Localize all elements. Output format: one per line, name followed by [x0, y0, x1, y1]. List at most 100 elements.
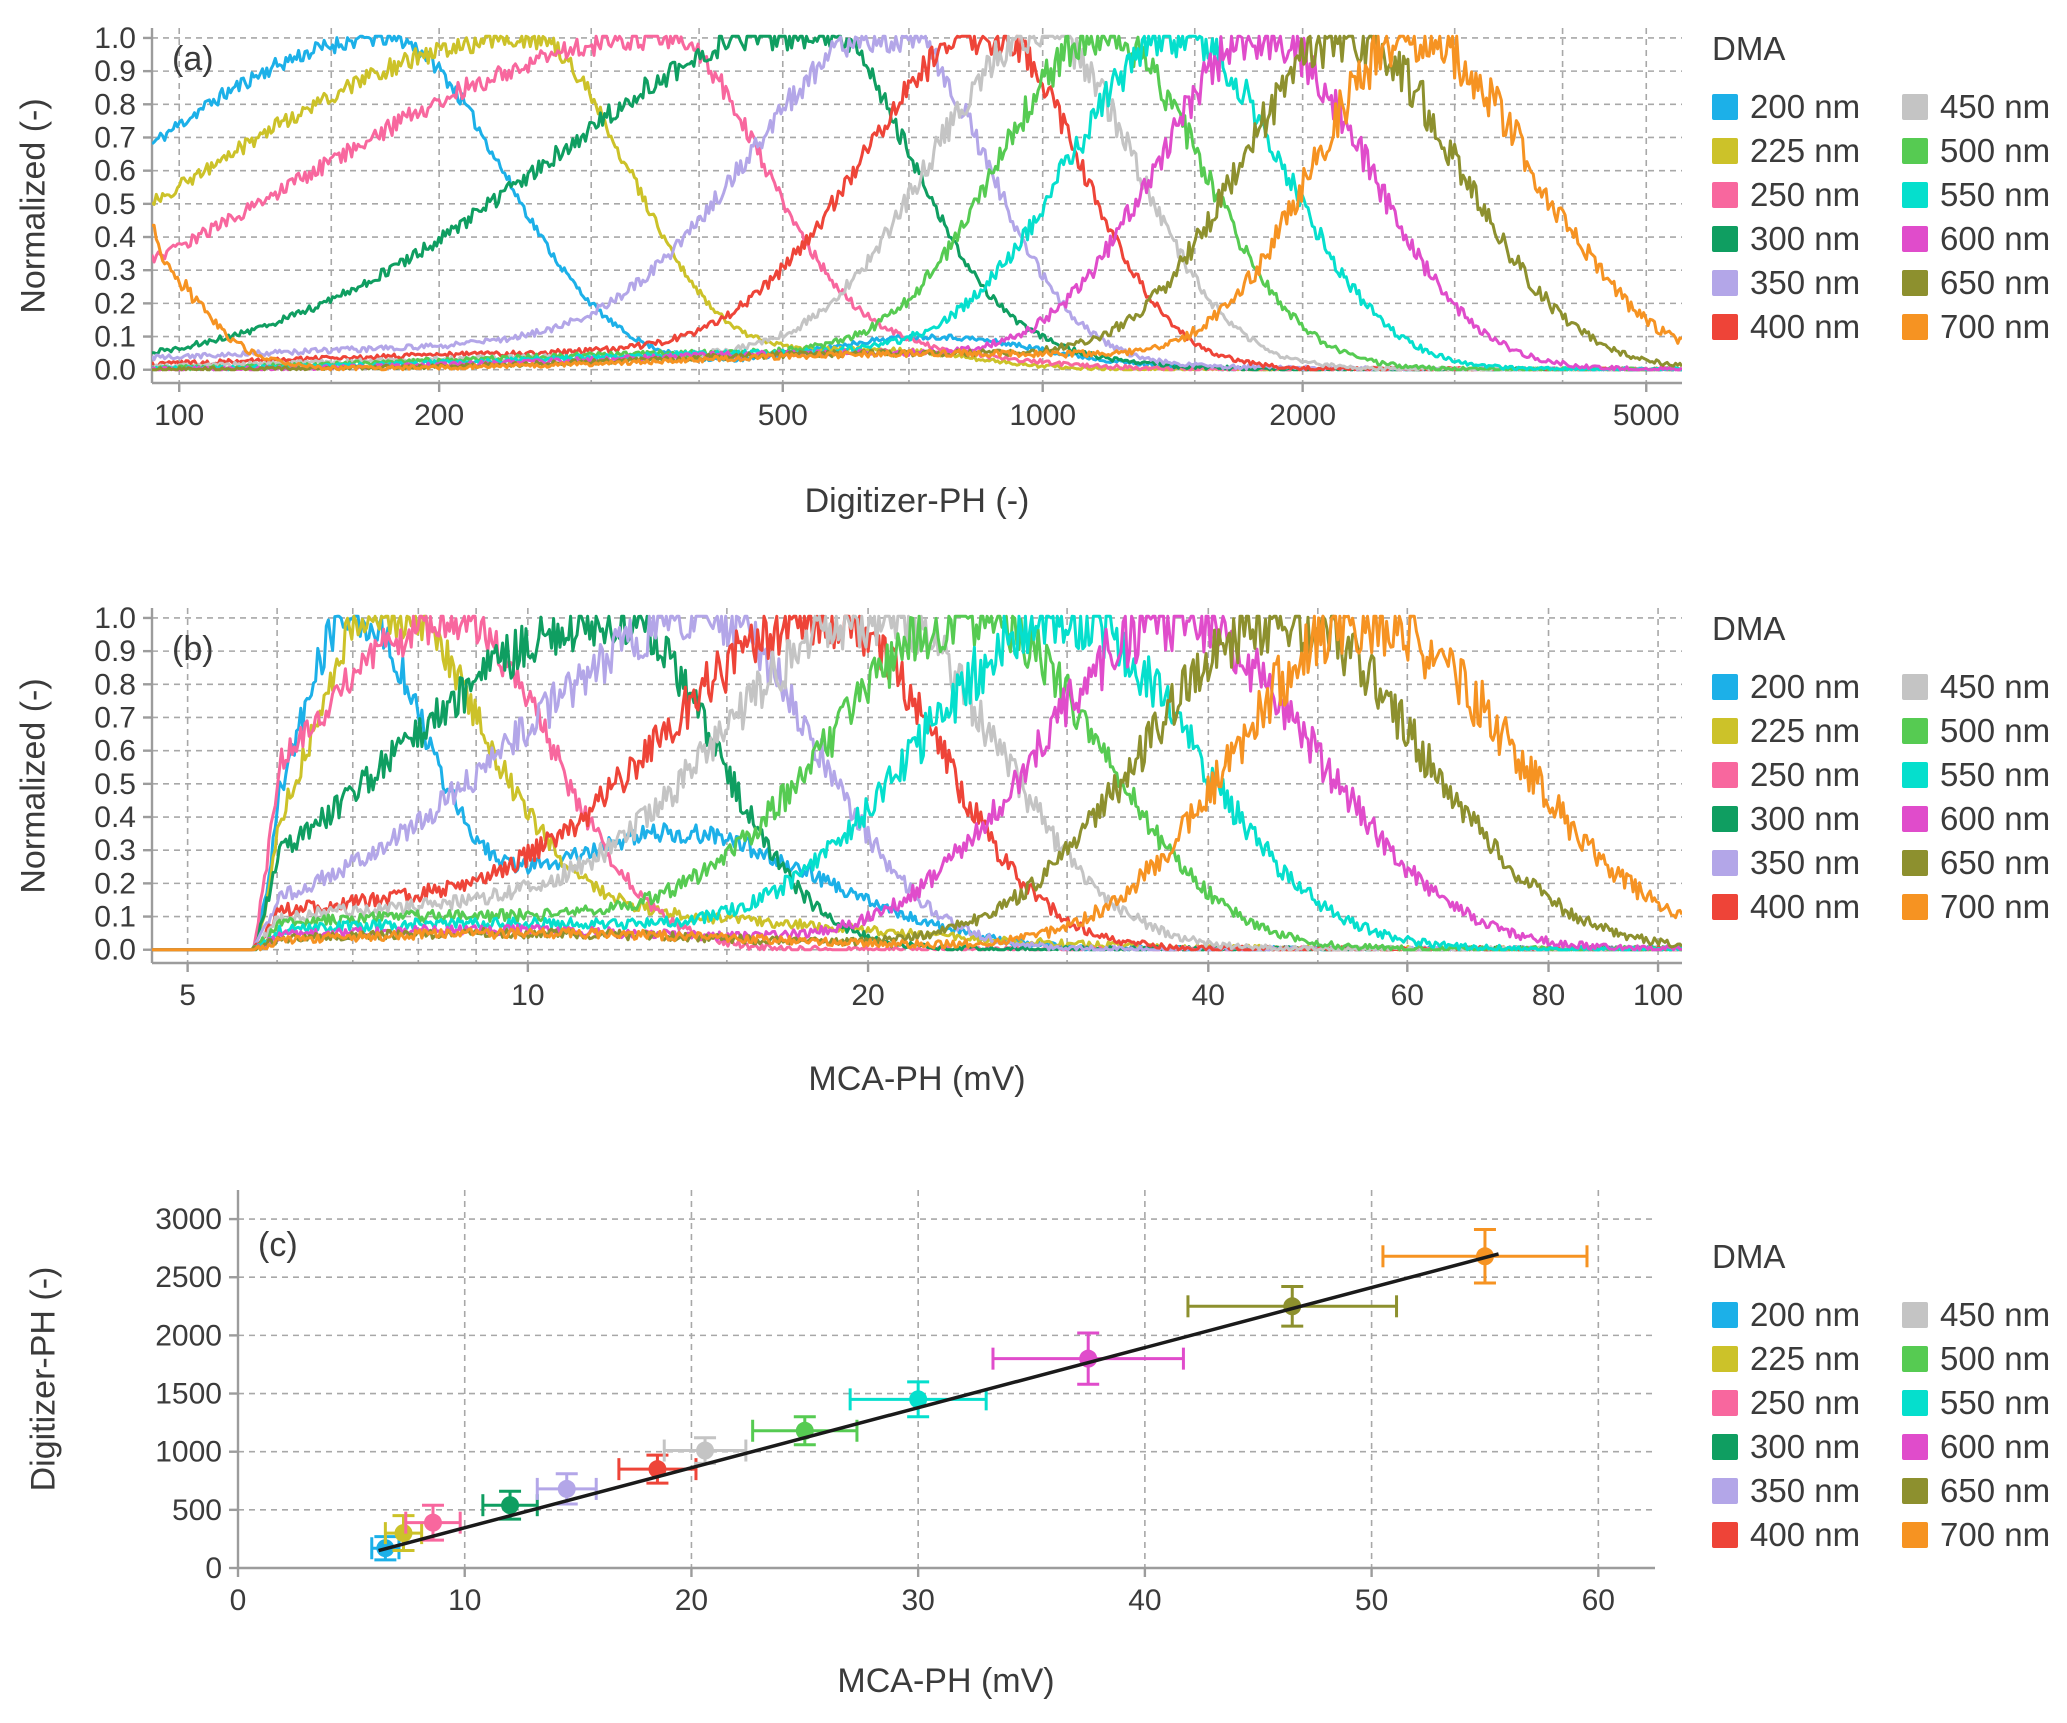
legend-swatch-icon	[1712, 94, 1738, 120]
legend-swatch-icon	[1902, 806, 1928, 832]
legend-swatch-icon	[1712, 270, 1738, 296]
legend-item-225-nm: 225 nm	[1712, 132, 1860, 169]
curve-550-nm	[152, 614, 1682, 952]
legend-item-550-nm: 550 nm	[1902, 176, 2050, 213]
panel-b-y-tick-label: 0.5	[94, 768, 136, 801]
legend-item-450-nm: 450 nm	[1902, 668, 2051, 705]
legend-label: 300 nm	[1750, 1428, 1861, 1465]
legend-item-200-nm: 200 nm	[1712, 1296, 1860, 1333]
legend-item-200-nm: 200 nm	[1712, 668, 1861, 705]
legend-label: 200 nm	[1750, 88, 1861, 125]
panel-b-tag: (b)	[172, 630, 214, 668]
legend-label: 350 nm	[1750, 844, 1861, 881]
panel-c-scatter	[370, 1228, 1589, 1562]
legend-label: 450 nm	[1940, 668, 2051, 705]
legend-swatch-icon	[1902, 270, 1928, 296]
panel-c-x-tick-label: 60	[1582, 1584, 1615, 1617]
panel-b-y-tick-label: 0.6	[94, 735, 136, 768]
panel-a-y-tick-label: 0.1	[94, 321, 136, 354]
legend-label: 650 nm	[1940, 844, 2051, 881]
legend-item-200-nm: 200 nm	[1712, 88, 1861, 125]
legend-label: 700 nm	[1940, 1516, 2051, 1553]
legend-swatch-icon	[1712, 226, 1738, 252]
legend-swatch-icon	[1712, 138, 1738, 164]
legend-label: 500 nm	[1940, 712, 2051, 749]
legend-swatch-icon	[1712, 850, 1738, 876]
legend-item-350-nm: 350 nm	[1712, 264, 1860, 301]
legend-label: 225 nm	[1750, 712, 1861, 749]
legend-item-300-nm: 300 nm	[1712, 1428, 1861, 1465]
legend-swatch-icon	[1902, 182, 1928, 208]
panel-a-x-tick-label: 200	[414, 399, 464, 432]
legend-swatch-icon	[1712, 894, 1738, 920]
legend-item-600-nm: 600 nm	[1902, 800, 2051, 837]
legend-label: 600 nm	[1940, 1428, 2051, 1465]
legend-swatch-icon	[1712, 674, 1738, 700]
legend-item-550-nm: 550 nm	[1902, 1384, 2051, 1421]
legend-swatch-icon	[1902, 718, 1928, 744]
panel-c-y-tick-label: 500	[172, 1494, 222, 1527]
panel-c-y-tick-label: 1000	[155, 1436, 222, 1469]
panel-a-y-axis-label: Normalized (-)	[14, 98, 53, 314]
panel-c-y-tick-label: 3000	[155, 1203, 222, 1236]
panel-a-x-tick-label: 2000	[1269, 399, 1336, 432]
marker-250-nm	[423, 1513, 442, 1532]
panel-a-y-tick-label: 0.5	[94, 188, 136, 221]
panel-b-x-axis-label: MCA-PH (mV)	[808, 1060, 1026, 1098]
panel-b-x-tick-label: 40	[1192, 979, 1225, 1012]
legend-swatch-icon	[1712, 1434, 1738, 1460]
legend-title: DMA	[1712, 1238, 1786, 1275]
panel-c-x-tick-label: 50	[1355, 1584, 1388, 1617]
legend-label: 600 nm	[1940, 800, 2051, 837]
legend-swatch-icon	[1902, 1346, 1928, 1372]
panel-c-x-tick-label: 10	[448, 1584, 481, 1617]
panel-b-y-tick-label: 0.0	[94, 934, 136, 967]
legend-item-400-nm: 400 nm	[1712, 1516, 1860, 1553]
panel-c-x-axis-label: MCA-PH (mV)	[837, 1662, 1055, 1700]
legend-swatch-icon	[1902, 138, 1928, 164]
legend-label: 650 nm	[1940, 264, 2051, 301]
legend-swatch-icon	[1712, 1302, 1738, 1328]
curve-700-nm	[152, 614, 1682, 952]
panel-c-axes: 0 10 20 30 40 50 60 0 500 1000 1500 2000 2500 3000	[155, 1190, 1655, 1617]
panel-b-y-tick-label: 0.4	[94, 801, 136, 834]
legend-swatch-icon	[1712, 182, 1738, 208]
panel-b-axes: 5 10 20 40 60 80 1000.00.10.20.30.40.50.60.70.…	[94, 602, 1683, 1012]
legend-swatch-icon	[1902, 762, 1928, 788]
legend-label: 200 nm	[1750, 668, 1861, 705]
legend-swatch-icon	[1712, 1346, 1738, 1372]
panel-c-y-axis-label: Digitizer-PH (-)	[24, 1266, 63, 1492]
panel-c-x-tick-label: 40	[1128, 1584, 1161, 1617]
legend-label: 550 nm	[1940, 1384, 2051, 1421]
legend-item-450-nm: 450 nm	[1902, 88, 2050, 125]
legend-label: 250 nm	[1750, 1384, 1861, 1421]
legend-swatch-icon	[1712, 1478, 1738, 1504]
legend-item-600-nm: 600 nm	[1902, 1428, 2051, 1465]
legend-item-500-nm: 500 nm	[1902, 1340, 2051, 1377]
legend-item-650-nm: 650 nm	[1902, 844, 2051, 881]
panel-b-x-tick-label: 100	[1633, 979, 1683, 1012]
legend-item-550-nm: 550 nm	[1902, 756, 2051, 793]
legend-label: 550 nm	[1940, 756, 2051, 793]
legend-label: 500 nm	[1940, 1340, 2051, 1377]
legend-item-650-nm: 650 nm	[1902, 1472, 2051, 1509]
panel-a-x-tick-label: 100	[154, 399, 204, 432]
panel-b-x-tick-label: 5	[179, 979, 196, 1012]
marker-450-nm	[696, 1441, 715, 1460]
panel-a-x-tick-label: 1000	[1009, 399, 1076, 432]
legend-label: 650 nm	[1940, 1472, 2051, 1509]
legend-item-350-nm: 350 nm	[1712, 1472, 1860, 1509]
panel-c-y-tick-label: 2000	[155, 1319, 222, 1352]
legend-label: 300 nm	[1750, 220, 1861, 257]
legend-swatch-icon	[1902, 894, 1928, 920]
panel-c-tag: (c)	[258, 1226, 298, 1264]
legend-label: 250 nm	[1750, 176, 1861, 213]
legend-label: 300 nm	[1750, 800, 1861, 837]
legend-swatch-icon	[1902, 850, 1928, 876]
legend-swatch-icon	[1712, 314, 1738, 340]
legend-label: 400 nm	[1750, 888, 1861, 925]
legend-swatch-icon	[1712, 1390, 1738, 1416]
